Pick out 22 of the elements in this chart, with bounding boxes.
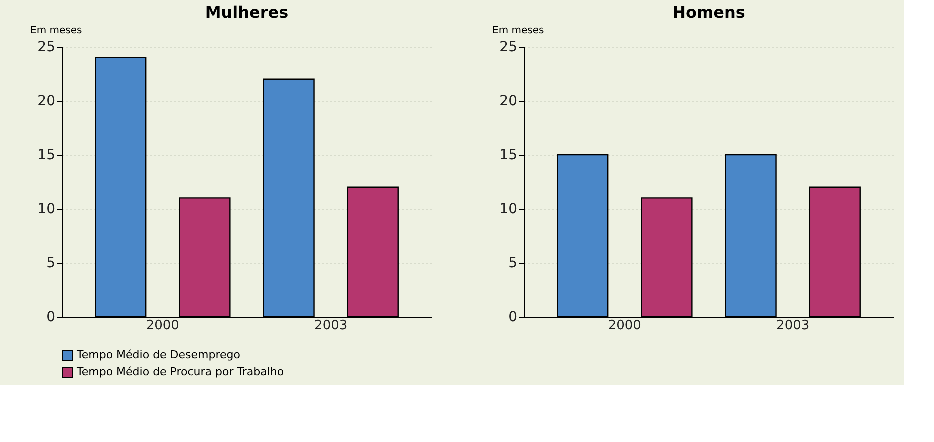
y-axis-title: Em meses [30, 26, 82, 36]
y-axis-title: Em meses [492, 26, 544, 36]
chart-title: Mulheres [205, 3, 289, 22]
x-tick-label: 2000 [146, 318, 180, 334]
y-tick-label: 15 [38, 148, 56, 164]
chart-title: Homens [672, 3, 746, 22]
y-tick-label: 0 [508, 310, 518, 326]
y-tick-label: 25 [38, 40, 56, 56]
x-tick-label: 2000 [608, 318, 642, 334]
legend-label: Tempo Médio de Procura por Trabalho [76, 366, 284, 378]
legend-label: Tempo Médio de Desemprego [76, 348, 241, 362]
y-tick-label: 5 [508, 256, 518, 272]
y-tick-label: 15 [500, 148, 518, 164]
x-tick-label: 2003 [776, 318, 810, 334]
y-tick-label: 5 [46, 256, 56, 272]
y-tick-label: 20 [38, 94, 56, 110]
y-tick-label: 10 [500, 202, 518, 218]
x-tick-label: 2003 [314, 318, 348, 334]
y-tick-label: 20 [500, 94, 518, 110]
y-tick-label: 0 [46, 310, 56, 326]
y-tick-label: 25 [500, 40, 518, 56]
y-tick-label: 10 [38, 202, 56, 218]
